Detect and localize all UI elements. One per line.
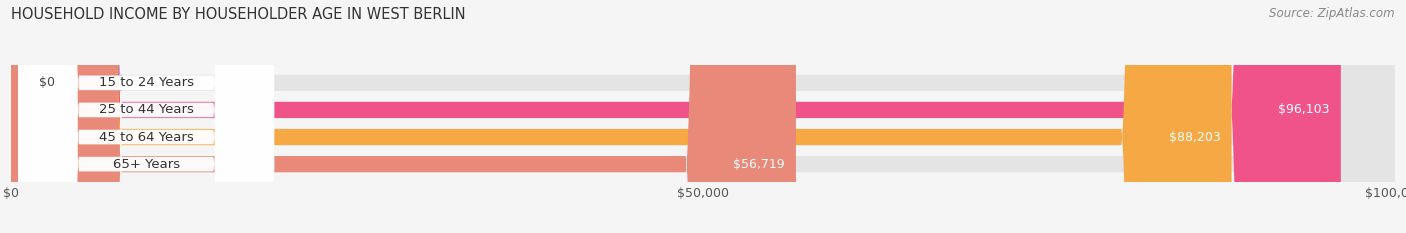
FancyBboxPatch shape — [11, 0, 1232, 233]
FancyBboxPatch shape — [11, 0, 1395, 233]
Text: 25 to 44 Years: 25 to 44 Years — [98, 103, 194, 116]
FancyBboxPatch shape — [18, 0, 274, 233]
Text: 15 to 24 Years: 15 to 24 Years — [98, 76, 194, 89]
Text: 65+ Years: 65+ Years — [112, 158, 180, 171]
Text: $0: $0 — [39, 76, 55, 89]
Text: 45 to 64 Years: 45 to 64 Years — [98, 130, 194, 144]
FancyBboxPatch shape — [11, 0, 1395, 233]
FancyBboxPatch shape — [18, 0, 274, 233]
FancyBboxPatch shape — [0, 0, 122, 233]
Text: $88,203: $88,203 — [1168, 130, 1220, 144]
FancyBboxPatch shape — [11, 0, 796, 233]
FancyBboxPatch shape — [18, 0, 274, 233]
FancyBboxPatch shape — [18, 0, 274, 233]
FancyBboxPatch shape — [11, 0, 1395, 233]
Text: $96,103: $96,103 — [1278, 103, 1330, 116]
Text: $56,719: $56,719 — [734, 158, 785, 171]
Text: HOUSEHOLD INCOME BY HOUSEHOLDER AGE IN WEST BERLIN: HOUSEHOLD INCOME BY HOUSEHOLDER AGE IN W… — [11, 7, 465, 22]
FancyBboxPatch shape — [11, 0, 1395, 233]
FancyBboxPatch shape — [11, 0, 1341, 233]
Text: Source: ZipAtlas.com: Source: ZipAtlas.com — [1270, 7, 1395, 20]
